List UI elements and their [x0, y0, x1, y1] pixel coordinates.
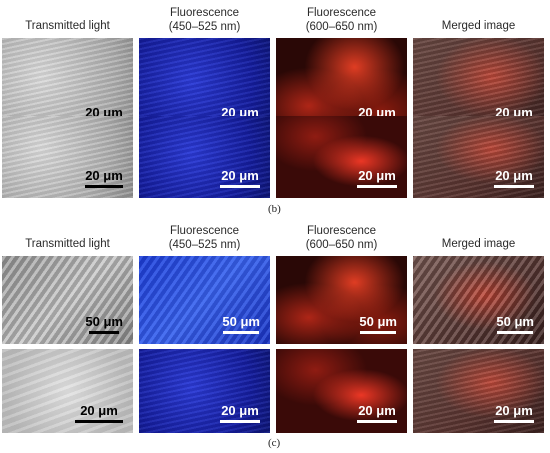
scale-bar: 20 μm: [357, 403, 397, 423]
micrograph-blue-c-row2: 20 μm: [139, 349, 270, 433]
scale-bar: 50 μm: [222, 314, 260, 334]
scale-bar: 20 μm: [494, 403, 534, 423]
scale-bar: 20 μm: [494, 168, 534, 188]
header-fluorescence-red-c: Fluorescence (600–650 nm): [305, 225, 378, 251]
panel-label-c: (c): [268, 437, 281, 449]
header-merged-image-c: Merged image: [441, 238, 516, 250]
header-merged-image-b: Merged image: [441, 20, 516, 32]
scale-bar: 20 μm: [357, 168, 397, 188]
header-fluorescence-blue-c: Fluorescence (450–525 nm): [168, 225, 241, 251]
header-transmitted-light-b: Transmitted light: [25, 20, 110, 32]
micrograph-red-c-row2: 20 μm: [276, 349, 407, 433]
micrograph-red-b-row2: 20 μm: [276, 116, 407, 198]
micrograph-red-c-row1: 50 μm: [276, 256, 407, 344]
micrograph-merged-b-row2: 20 μm: [413, 116, 544, 198]
micrograph-blue-b-row2: 20 μm: [139, 116, 270, 198]
micrograph-transmitted-c-row1: 50 μm: [2, 256, 133, 344]
header-fluorescence-blue-b: Fluorescence (450–525 nm): [168, 7, 241, 33]
micrograph-merged-c-row2: 20 μm: [413, 349, 544, 433]
scale-bar: 20 μm: [220, 168, 260, 188]
scale-bar: 20 μm: [220, 403, 260, 423]
scale-bar: 50 μm: [85, 314, 123, 334]
scale-bar: 20 μm: [75, 403, 123, 423]
header-fluorescence-red-b: Fluorescence (600–650 nm): [305, 7, 378, 33]
micrograph-blue-c-row1: 50 μm: [139, 256, 270, 344]
header-transmitted-light-c: Transmitted light: [25, 238, 110, 250]
panel-label-b: (b): [268, 203, 281, 215]
scale-bar: 50 μm: [359, 314, 397, 334]
scale-bar: 20 μm: [85, 168, 123, 188]
micrograph-transmitted-b-row2: 20 μm: [2, 116, 133, 198]
micrograph-merged-c-row1: 50 μm: [413, 256, 544, 344]
micrograph-transmitted-c-row2: 20 μm: [2, 349, 133, 433]
scale-bar: 50 μm: [496, 314, 534, 334]
